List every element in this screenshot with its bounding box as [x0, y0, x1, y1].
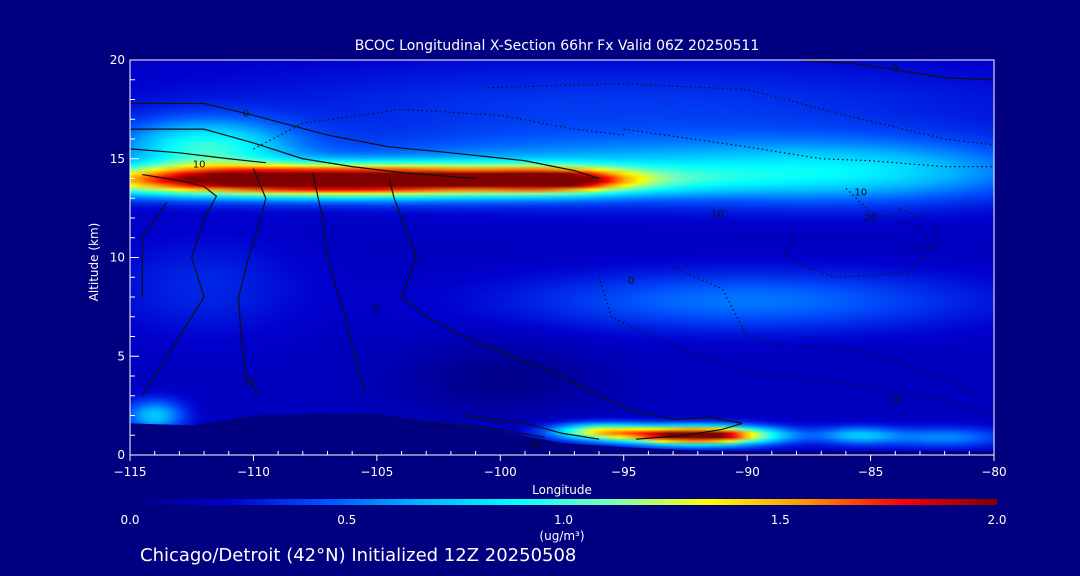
colorbar: 0.0 0.5 1.0 1.5 2.0 (ug/m³) — [120, 499, 1007, 543]
contour-line — [141, 201, 168, 297]
y-tick-label: 0 — [117, 448, 125, 462]
contour-label: 10 — [854, 187, 867, 198]
x-tick-label: −95 — [611, 465, 636, 479]
contour-label: 10 — [193, 160, 206, 171]
contour-line — [238, 168, 267, 397]
chart-title: BCOC Longitudinal X-Section 66hr Fx Vali… — [355, 38, 759, 54]
contour-label: 0 — [243, 108, 249, 119]
x-tick-label: −80 — [981, 465, 1006, 479]
footer-caption: Chicago/Detroit (42°N) Initialized 12Z 2… — [140, 545, 576, 566]
contour-line — [463, 414, 600, 440]
contour-line — [253, 108, 624, 150]
colorbar-tick-label: 1.0 — [554, 513, 573, 527]
colorbar-strip — [130, 499, 997, 505]
contour-line — [388, 178, 743, 440]
plot-area: 0 10 0 10 10 10 10 20 0 10 0 — [129, 59, 995, 456]
contour-label: 10 — [711, 209, 724, 220]
contour-label: 20 — [864, 213, 877, 224]
contour-line — [130, 102, 600, 180]
contour-line — [141, 173, 218, 397]
contour-line — [487, 83, 994, 146]
colorbar-unit-label: (ug/m³) — [539, 529, 584, 543]
contour-line — [783, 187, 934, 278]
x-tick-label: −110 — [237, 465, 270, 479]
x-axis-label: Longitude — [532, 483, 592, 497]
x-tick-label: −100 — [484, 465, 517, 479]
contour-line — [796, 60, 994, 81]
contour-label: 0 — [892, 63, 898, 74]
contour-line — [623, 128, 994, 168]
contour-line — [312, 172, 366, 392]
x-tick-label: −90 — [734, 465, 759, 479]
y-axis: 0 5 10 15 20 — [110, 53, 139, 462]
contour-lines — [130, 60, 994, 440]
x-axis: −115 −110 −105 −100 −95 −90 −85 −80 — [114, 451, 1007, 479]
concentration-field — [130, 60, 994, 455]
x-tick-label: −85 — [858, 465, 883, 479]
terrain — [130, 413, 994, 455]
contour-line — [130, 128, 476, 180]
contour-label: 0 — [628, 276, 634, 287]
contour-label: 0 — [374, 304, 380, 315]
contour-line — [598, 277, 994, 417]
contour-line — [672, 266, 982, 397]
contour-line — [426, 420, 545, 438]
contour-labels: 0 10 0 10 10 10 10 20 0 10 0 — [193, 63, 902, 450]
contour-label: 10 — [242, 377, 255, 388]
colorbar-tick-label: 0.5 — [337, 513, 356, 527]
colorbar-tick-label: 2.0 — [987, 513, 1006, 527]
colorbar-ticks: 0.0 0.5 1.0 1.5 2.0 — [120, 513, 1006, 527]
y-tick-label: 5 — [117, 349, 125, 363]
y-tick-label: 10 — [110, 251, 125, 265]
x-tick-label: −105 — [360, 465, 393, 479]
colorbar-tick-label: 1.5 — [771, 513, 790, 527]
x-tick-label: −115 — [114, 465, 147, 479]
contour-label: 10 — [528, 439, 541, 450]
contour-line — [899, 207, 941, 253]
y-axis-label: Altitude (km) — [87, 223, 101, 302]
colorbar-tick-label: 0.0 — [120, 513, 139, 527]
y-tick-label: 20 — [110, 53, 125, 67]
contour-label: 10 — [889, 395, 902, 406]
contour-line — [130, 148, 266, 164]
y-tick-label: 15 — [110, 152, 125, 166]
